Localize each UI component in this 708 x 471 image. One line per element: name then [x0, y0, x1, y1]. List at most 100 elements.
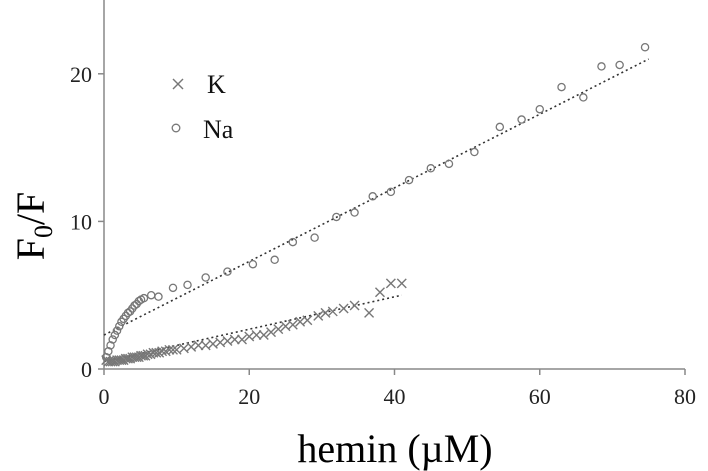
point-na — [288, 237, 298, 247]
point-k — [236, 334, 247, 345]
point-na — [223, 267, 232, 276]
point-k — [327, 306, 338, 317]
point-k-stroke-b — [280, 321, 291, 332]
point-k — [273, 324, 284, 335]
y-axis-label-sub: 0 — [29, 225, 58, 238]
legend-marker-na-glyph — [171, 123, 181, 133]
point-na — [444, 159, 454, 169]
legend-marker-k-glyph — [172, 78, 184, 90]
point-k — [338, 303, 349, 314]
fit-lines — [103, 58, 650, 363]
point-k-stroke-b — [186, 341, 197, 352]
point-k — [374, 287, 385, 298]
point-k-stroke-b — [236, 334, 247, 345]
point-k-stroke-b — [320, 307, 331, 318]
point-k-stroke-b — [364, 307, 375, 318]
point-na — [183, 280, 192, 290]
point-na — [386, 187, 396, 197]
point-k — [145, 349, 156, 360]
point-k — [396, 278, 407, 289]
point-na — [310, 233, 319, 242]
x-tick-label: 60 — [529, 384, 551, 409]
point-k-stroke-b — [244, 331, 255, 342]
point-na — [579, 93, 588, 102]
point-k — [258, 330, 269, 341]
point-na — [557, 82, 566, 92]
point-k — [167, 344, 178, 355]
point-k-stroke-b — [154, 347, 165, 358]
point-na — [470, 147, 479, 157]
point-k-stroke-b — [164, 344, 175, 355]
y-axis-label-tail: /F — [8, 192, 53, 225]
point-na — [154, 292, 163, 301]
point-na — [112, 326, 122, 335]
point-k-stroke-b — [266, 327, 277, 338]
point-na — [110, 330, 120, 340]
point-k-stroke-b — [327, 306, 338, 317]
y-tick-label: 20 — [70, 62, 92, 87]
point-k-stroke-b — [258, 330, 269, 341]
point-k-stroke-b — [396, 278, 407, 289]
point-na — [332, 212, 341, 222]
point-k-stroke-b — [385, 278, 396, 289]
chart-axes — [103, 0, 685, 370]
legend: K Na — [171, 70, 234, 144]
legend-marker-k — [172, 78, 184, 90]
point-k — [266, 327, 277, 338]
point-k-stroke-b — [120, 353, 131, 364]
point-na — [517, 115, 526, 124]
legend-label-na: Na — [203, 115, 234, 144]
point-na — [615, 60, 624, 70]
point-na — [248, 259, 258, 269]
point-k-stroke-b — [374, 287, 385, 298]
x-tick-label: 80 — [674, 384, 696, 409]
point-k-stroke-b — [193, 340, 204, 351]
point-na — [495, 122, 505, 132]
x-tick-label: 40 — [384, 384, 406, 409]
point-k — [142, 349, 153, 360]
point-na — [139, 293, 149, 303]
point-k-stroke-b — [222, 335, 233, 346]
point-k-stroke-b — [129, 352, 140, 363]
point-k — [313, 310, 324, 321]
point-k-stroke-b — [136, 350, 147, 361]
point-na — [350, 208, 359, 217]
point-na — [108, 335, 117, 344]
point-k-stroke-b — [151, 347, 162, 358]
point-na — [640, 42, 650, 52]
y-tick-label: 10 — [70, 209, 92, 234]
point-k-stroke-b — [349, 300, 360, 311]
point-k — [385, 278, 396, 289]
point-na — [130, 301, 139, 310]
point-k-stroke-b — [287, 319, 298, 330]
point-k-stroke-b — [145, 349, 156, 360]
point-k — [151, 347, 162, 358]
y-axis-label-main: F — [8, 238, 53, 260]
legend-marker-k-glyph-stroke-b — [172, 78, 184, 90]
point-k — [164, 344, 175, 355]
point-na — [201, 273, 210, 282]
point-k-stroke-b — [251, 330, 262, 341]
point-k — [302, 315, 313, 326]
point-na — [597, 62, 606, 71]
point-k-stroke-b — [295, 316, 306, 327]
point-k-stroke-b — [215, 337, 226, 348]
data-points — [101, 42, 650, 367]
point-na — [168, 283, 178, 293]
point-k-stroke-b — [302, 315, 313, 326]
point-k — [251, 330, 262, 341]
legend-label-k: K — [207, 70, 226, 99]
point-k-stroke-b — [313, 310, 324, 321]
x-axis-label: hemin (µM) — [297, 426, 492, 471]
point-k — [349, 300, 360, 311]
point-k — [193, 340, 204, 351]
point-na — [404, 175, 414, 185]
chart-ticks: 0 20 40 60 80 0 10 20 — [70, 62, 696, 409]
point-k-stroke-b — [167, 344, 178, 355]
y-tick-label: 0 — [81, 357, 92, 382]
point-k — [287, 319, 298, 330]
point-k — [229, 334, 240, 345]
point-na — [146, 290, 156, 300]
point-k — [364, 307, 375, 318]
